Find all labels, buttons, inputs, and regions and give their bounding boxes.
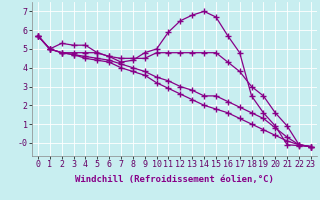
X-axis label: Windchill (Refroidissement éolien,°C): Windchill (Refroidissement éolien,°C) <box>75 175 274 184</box>
